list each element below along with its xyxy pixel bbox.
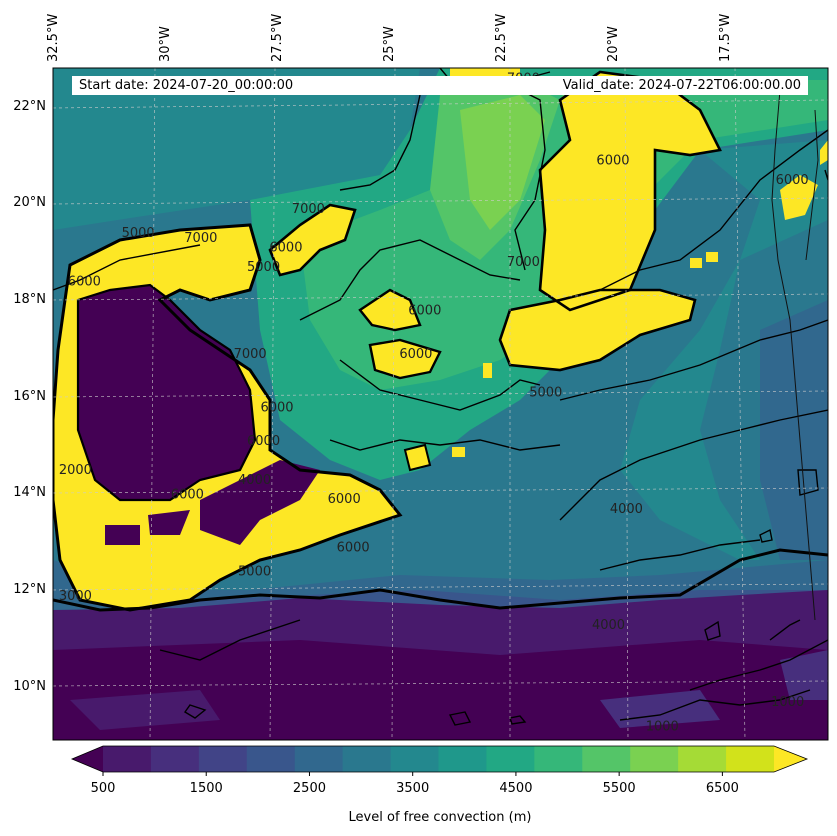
lon-tick-label: 22.5°W [493,13,509,62]
contour-label: 6000 [776,173,809,188]
colorbar-extend-high [774,746,807,772]
lat-tick-label: 18°N [13,292,46,308]
colorbar-tick-label: 5500 [602,781,636,796]
colorbar-tick-label: 4500 [499,781,533,796]
contour-label: 1000 [646,719,679,734]
colorbar-tick-label: 500 [90,781,116,796]
colorbar-tick-label: 1500 [189,781,223,796]
contour-label: 7000 [507,255,540,270]
colorbar-swatch [630,746,679,772]
contour-label: 6000 [399,347,432,362]
contour-label: 5000 [529,386,562,401]
contour-lines [53,68,828,726]
date-banner: Start date: 2024-07-20_00:00:00 Valid_da… [72,76,808,95]
contour-label: 6000 [269,241,302,256]
lon-tick-label: 30°W [157,26,173,62]
colorbar-swatch [342,746,392,772]
start-date-label: Start date: 2024-07-20_00:00:00 [79,78,294,93]
lat-tick-label: 12°N [13,582,46,598]
contour-label: 1000 [771,695,804,710]
lat-tick-label: 10°N [13,678,46,694]
contour-label-layer: 7000 6000 6000 7000 7000 5000 6000 6000 5000 7000… [59,72,809,735]
lat-tick-label: 22°N [13,98,46,114]
contour-label: 6000 [171,487,204,502]
contour-label: 6000 [328,492,361,507]
lon-tick-label: 17.5°W [717,13,733,62]
contour-label: 5000 [122,226,155,241]
lat-tick-label: 14°N [13,485,46,501]
colorbar-tick-label: 6500 [705,781,739,796]
colorbar-swatch [246,746,296,772]
contour-label: 7000 [234,347,267,362]
colorbar [70,745,809,776]
lon-tick-label: 27.5°W [269,13,285,62]
contour-label: 7000 [292,202,325,217]
lat-tick-label: 20°N [13,195,46,211]
colorbar-extend-low [72,746,103,772]
colorbar-swatch [438,746,487,772]
valid-date-label: Valid_date: 2024-07-22T06:00:00.00 [562,78,801,93]
contour-label: 6000 [68,275,101,290]
colorbar-swatch [678,746,727,772]
map-frame [52,67,829,741]
colorbar-swatch [582,746,631,772]
contour-label: 4000 [610,502,643,517]
colorbar-swatch [150,746,200,772]
contour-label: 4000 [592,618,625,633]
contour-label: 3000 [59,589,92,604]
coastline [771,89,819,621]
contour-label: 6000 [260,400,293,415]
contour-label: 6000 [408,304,441,319]
lon-tick-label: 20°W [605,26,621,62]
lat-tick-label: 16°N [13,388,46,404]
colorbar-swatch [486,746,535,772]
colorbar-swatch [534,746,583,772]
gridlines [53,68,828,740]
contour-label: 5000 [247,260,280,275]
lon-tick-label: 32.5°W [46,13,61,62]
colorbar-swatch [198,746,248,772]
contour-label: 5000 [238,565,271,580]
colorbar-tick-label: 3500 [396,781,430,796]
colorbar-label: Level of free convection (m) [348,810,532,825]
contour-label: 7000 [184,231,217,246]
colorbar-swatch [103,746,152,772]
contour-label: 6000 [596,154,629,169]
contour-label: 4000 [238,473,271,488]
contour-label: 6000 [337,540,370,555]
colorbar-swatch [390,746,439,772]
colorbar-swatch [294,746,344,772]
colorbar-swatch [726,746,775,772]
contour-label: 6000 [247,434,280,449]
lon-tick-label: 25°W [381,26,397,62]
contour-label: 2000 [59,463,92,478]
colorbar-tick-label: 2500 [292,781,326,796]
